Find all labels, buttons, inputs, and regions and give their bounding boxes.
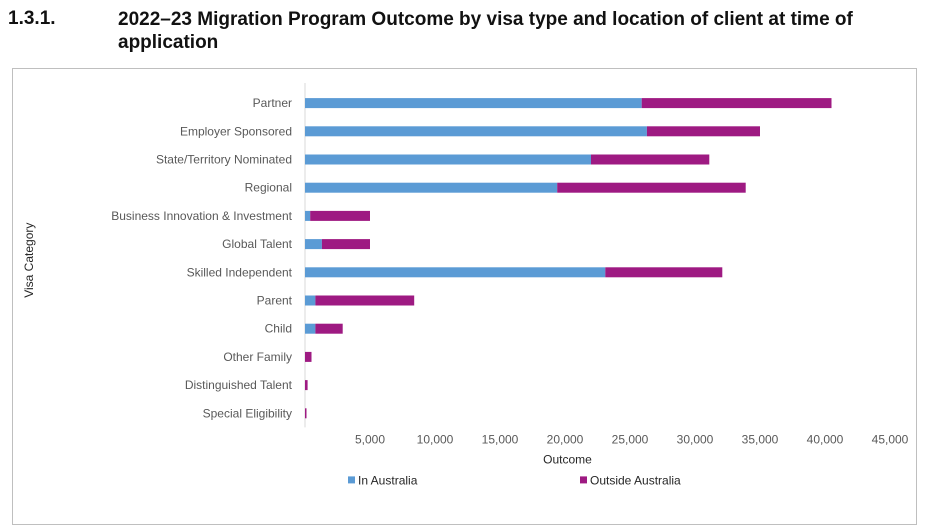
x-axis-title: Outcome <box>543 452 592 466</box>
section-number: 1.3.1. <box>8 8 56 29</box>
category-label: Business Innovation & Investment <box>111 209 292 223</box>
bar-in-australia <box>305 154 591 165</box>
bar-in-australia <box>305 295 316 306</box>
x-tick-label: 5,000 <box>355 432 385 446</box>
x-tick-label: 40,000 <box>807 432 844 446</box>
legend-swatch <box>580 476 587 484</box>
bar-outside-australia <box>646 126 760 137</box>
legend-label: Outside Australia <box>590 473 681 487</box>
x-tick-label: 45,000 <box>872 432 909 446</box>
chart-container: Partner Employer Sponsored State/Territory… <box>12 68 917 525</box>
bar-in-australia <box>305 126 647 137</box>
x-tick-label: 35,000 <box>742 432 779 446</box>
section-title: 2022–23 Migration Program Outcome by vis… <box>118 9 853 53</box>
category-label: State/Territory Nominated <box>156 153 292 167</box>
category-label: Distinguished Talent <box>185 378 293 392</box>
bar-outside-australia <box>315 295 415 306</box>
category-label: Parent <box>257 294 293 308</box>
x-tick-label: 30,000 <box>677 432 714 446</box>
bar-in-australia <box>305 323 316 334</box>
category-label: Skilled Independent <box>187 265 293 279</box>
bar-outside-australia <box>591 154 710 165</box>
bar-in-australia <box>305 210 311 221</box>
category-label: Special Eligibility <box>203 406 292 420</box>
category-label: Employer Sponsored <box>180 124 292 138</box>
section-heading: 1.3.1. 2022–23 Migration Program Outcome… <box>8 4 923 60</box>
x-tick-label: 15,000 <box>482 432 519 446</box>
bar-outside-australia <box>321 239 370 250</box>
bar-in-australia <box>305 267 606 278</box>
bar-in-australia <box>305 182 558 193</box>
bar-outside-australia <box>305 380 308 391</box>
x-tick-label: 10,000 <box>417 432 454 446</box>
y-axis-title: Visa Category <box>22 223 36 298</box>
category-label: Child <box>265 322 292 336</box>
bar-outside-australia <box>305 408 307 419</box>
legend-swatch <box>348 476 355 484</box>
category-label: Global Talent <box>222 237 292 251</box>
bar-in-australia <box>305 239 322 250</box>
bar-outside-australia <box>641 98 832 109</box>
x-tick-label: 25,000 <box>612 432 649 446</box>
category-label: Partner <box>253 96 292 110</box>
bar-outside-australia <box>305 351 312 362</box>
bar-outside-australia <box>310 210 370 221</box>
x-tick-label: 20,000 <box>547 432 584 446</box>
bar-outside-australia <box>557 182 746 193</box>
legend-label: In Australia <box>358 473 418 487</box>
category-label: Other Family <box>223 350 292 364</box>
bar-in-australia <box>305 98 642 109</box>
stacked-bar-chart: Partner Employer Sponsored State/Territory… <box>22 83 909 487</box>
bar-outside-australia <box>605 267 723 278</box>
bar-outside-australia <box>315 323 343 334</box>
category-label: Regional <box>245 181 292 195</box>
